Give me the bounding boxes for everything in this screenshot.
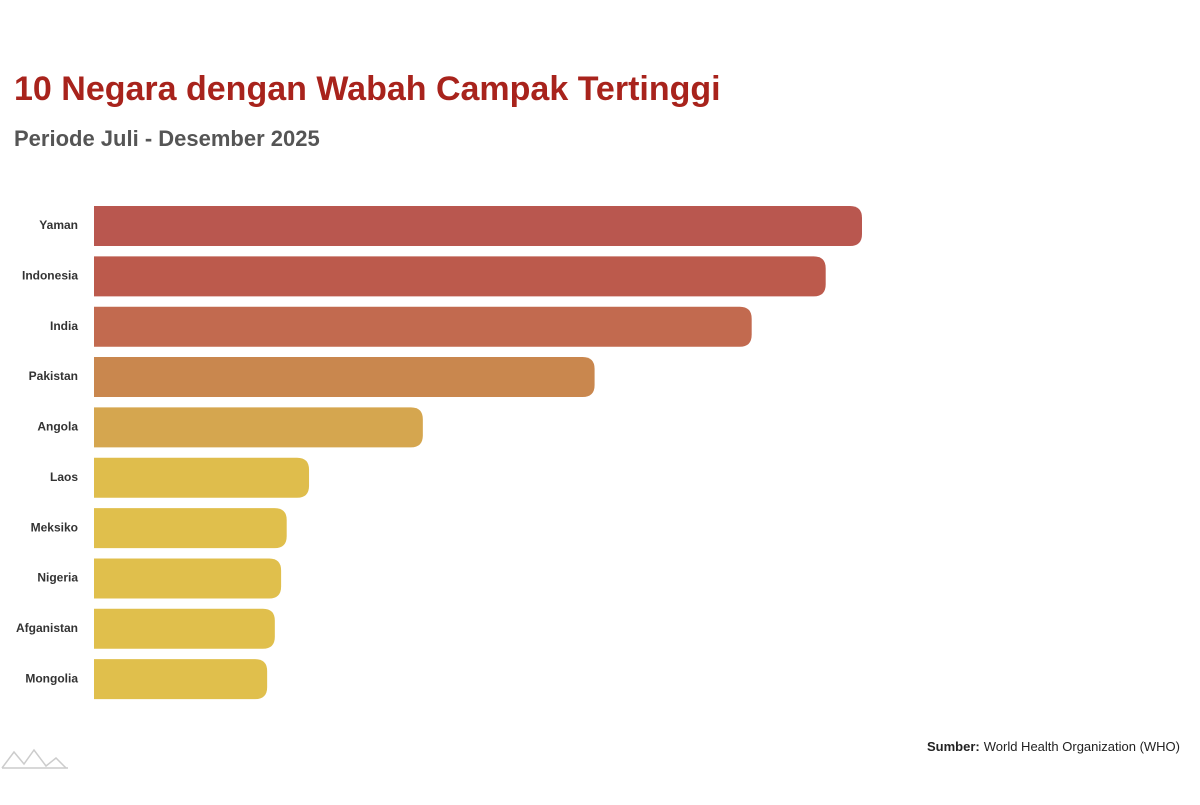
source: Sumber: World Health Organization (WHO) [927,739,1180,754]
category-label: Laos [50,470,78,484]
bar [94,306,752,347]
bar [94,508,287,549]
bar [94,357,595,398]
chart-title: 10 Negara dengan Wabah Campak Tertinggi [14,70,721,108]
bar [94,256,826,297]
bar [94,608,275,649]
source-label: Sumber: [927,739,980,754]
category-label: India [50,319,78,333]
category-label: Afganistan [16,621,78,635]
bar [94,457,310,498]
category-label: Angola [37,420,78,434]
bar [94,659,268,700]
bar [94,206,862,246]
logo [1,748,68,769]
bar [94,407,423,448]
category-label: Mongolia [25,671,78,685]
category-label: Indonesia [22,269,78,283]
source-text: World Health Organization (WHO) [984,739,1180,754]
category-label: Pakistan [29,369,78,383]
chart-subtitle: Periode Juli - Desember 2025 [14,126,320,151]
category-label: Yaman [39,218,78,232]
category-label: Meksiko [31,520,78,534]
category-label: Nigeria [37,571,78,585]
bar [94,558,282,599]
